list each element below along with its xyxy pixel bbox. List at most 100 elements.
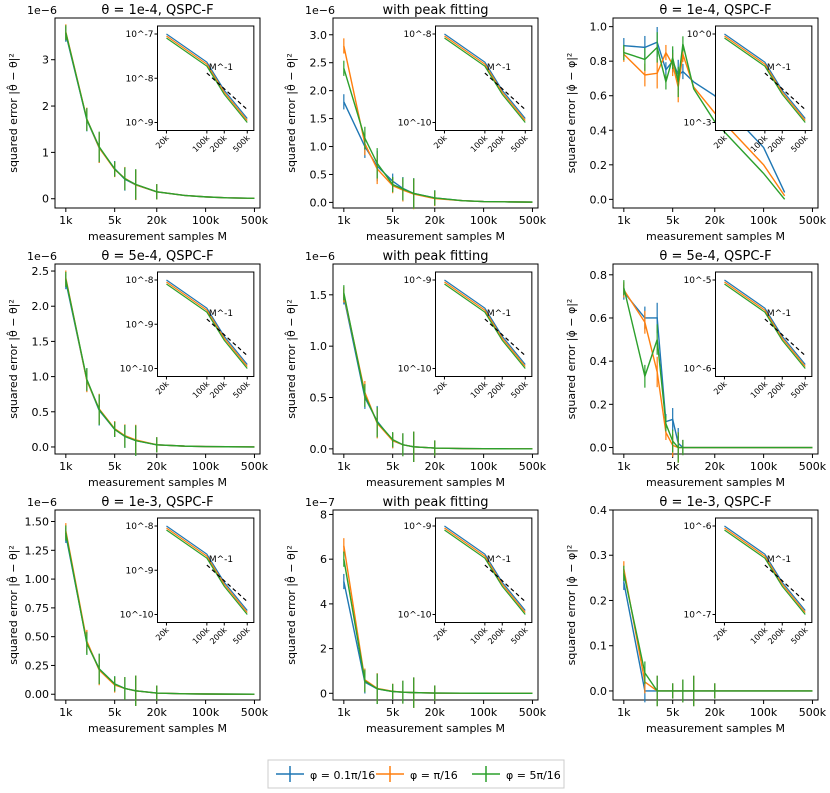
- inset-x-tick-label: 20k: [432, 133, 449, 150]
- x-tick-label: 1k: [617, 214, 631, 227]
- y-tick-label: 1.5: [310, 113, 328, 126]
- inset-series-line-1: [444, 279, 526, 365]
- inset-x-tick-label: 500k: [231, 379, 252, 400]
- subplot-2: with peak fitting 1e−6 squared error |θ̂ −…: [284, 3, 547, 243]
- x-tick-label: 500k: [241, 460, 269, 473]
- x-tick-label: 500k: [519, 706, 547, 719]
- axis-offset-label: 1e−6: [305, 4, 335, 17]
- y-tick-label: 2.0: [310, 85, 328, 98]
- inset-y-tick-label: 10^-8: [404, 30, 432, 40]
- x-tick-label: 1k: [59, 460, 73, 473]
- y-tick-label: 2.0: [32, 300, 50, 313]
- y-tick-label: 0.6: [590, 90, 608, 103]
- reference-line: [206, 72, 248, 111]
- x-axis-label: measurement samples M: [646, 230, 785, 243]
- x-tick-label: 5k: [666, 706, 680, 719]
- inset-series-line-3: [166, 283, 248, 369]
- reference-line-label: M^-1: [487, 309, 511, 319]
- inset-series-line-1: [724, 525, 806, 611]
- reference-line-label: M^-1: [209, 63, 233, 73]
- y-tick-label: 1.0: [590, 21, 608, 34]
- x-tick-label: 5k: [108, 460, 122, 473]
- y-tick-label: 1.50: [25, 516, 50, 529]
- x-tick-label: 5k: [108, 706, 122, 719]
- inset-y-tick-label: 10^-7: [684, 611, 712, 621]
- x-tick-label: 100k: [470, 460, 498, 473]
- reference-line-label: M^-1: [767, 309, 791, 319]
- y-tick-label: 1.0: [310, 141, 328, 154]
- inset-y-tick-label: 10^-9: [404, 522, 432, 532]
- inset-x-tick-label: 100k: [191, 133, 212, 154]
- y-tick-label: 0.0: [32, 441, 50, 454]
- inset-x-tick-label: 100k: [191, 625, 212, 646]
- axis-offset-label: 1e−7: [305, 496, 335, 509]
- y-tick-label: 0.0: [310, 196, 328, 209]
- x-axis-label: measurement samples M: [88, 230, 227, 243]
- x-tick-label: 5k: [386, 460, 400, 473]
- subplot-8: with peak fitting 1e−7 squared error |θ̂ −…: [284, 495, 547, 735]
- y-tick-label: 1.0: [32, 371, 50, 384]
- subplot-5: with peak fitting 1e−6 squared error |θ̂ −…: [284, 249, 547, 489]
- inset-x-tick-label: 20k: [712, 133, 729, 150]
- inset-series-line-2: [166, 35, 248, 121]
- y-axis-label: squared error |θ̂ − θ|²: [6, 299, 20, 419]
- inset-y-tick-label: 10^-10: [398, 119, 432, 129]
- x-tick-label: 100k: [750, 214, 778, 227]
- inset-series-line-3: [724, 283, 806, 369]
- reference-line-label: M^-1: [767, 63, 791, 73]
- x-tick-label: 500k: [799, 214, 827, 227]
- y-axis-label: squared error |θ̂ − θ|²: [284, 545, 298, 665]
- subplot-title: θ = 1e-4, QSPC-F: [659, 3, 771, 18]
- reference-line: [484, 564, 526, 603]
- x-tick-label: 100k: [192, 214, 220, 227]
- inset-series-line-1: [724, 33, 806, 119]
- reference-line-label: M^-1: [487, 63, 511, 73]
- y-tick-label: 0: [320, 687, 327, 700]
- subplot-title: θ = 5e-4, QSPC-F: [659, 249, 771, 264]
- y-tick-label: 0.2: [590, 398, 608, 411]
- inset-y-tick-label: 10^-3: [684, 119, 712, 129]
- y-tick-label: 0.4: [590, 355, 608, 368]
- y-axis-label: squared error |θ̂ − θ|²: [6, 545, 20, 665]
- y-tick-label: 0.5: [32, 406, 50, 419]
- y-axis-label: squared error |φ̂ − φ|²: [565, 545, 578, 666]
- y-tick-label: 1.5: [32, 335, 50, 348]
- inset-x-tick-label: 200k: [486, 379, 507, 400]
- x-tick-label: 20k: [705, 214, 726, 227]
- subplot-title: with peak fitting: [382, 249, 488, 264]
- legend-label-1: φ = 0.1π/16: [310, 769, 375, 782]
- y-tick-label: 2.5: [32, 265, 50, 278]
- inset-y-tick-label: 10^-9: [126, 119, 154, 129]
- x-tick-label: 100k: [192, 460, 220, 473]
- y-tick-label: 2.5: [310, 57, 328, 70]
- x-tick-label: 100k: [750, 706, 778, 719]
- reference-line: [484, 72, 526, 111]
- x-tick-label: 20k: [147, 460, 168, 473]
- legend-label-3: φ = 5π/16: [506, 769, 561, 782]
- x-tick-label: 500k: [519, 214, 547, 227]
- axis-offset-label: 1e−6: [27, 4, 57, 17]
- inset-x-tick-label: 100k: [191, 379, 212, 400]
- inset-series-line-1: [724, 279, 806, 365]
- x-axis-label: measurement samples M: [366, 230, 505, 243]
- axes-frame: [54, 509, 261, 701]
- x-tick-label: 20k: [705, 706, 726, 719]
- axes-frame: [612, 509, 819, 701]
- inset-x-tick-label: 500k: [789, 133, 810, 154]
- inset-series-line-1: [166, 525, 248, 611]
- x-tick-label: 5k: [666, 460, 680, 473]
- inset-y-tick-label: 10^-9: [404, 276, 432, 286]
- inset-x-tick-label: 20k: [154, 379, 171, 396]
- y-axis-label: squared error |φ̂ − φ|²: [565, 299, 578, 420]
- inset-series-line-2: [444, 281, 526, 367]
- axes-frame: [332, 509, 539, 701]
- y-tick-label: 0.3: [590, 549, 608, 562]
- y-tick-label: 2: [320, 643, 327, 656]
- x-axis-label: measurement samples M: [366, 476, 505, 489]
